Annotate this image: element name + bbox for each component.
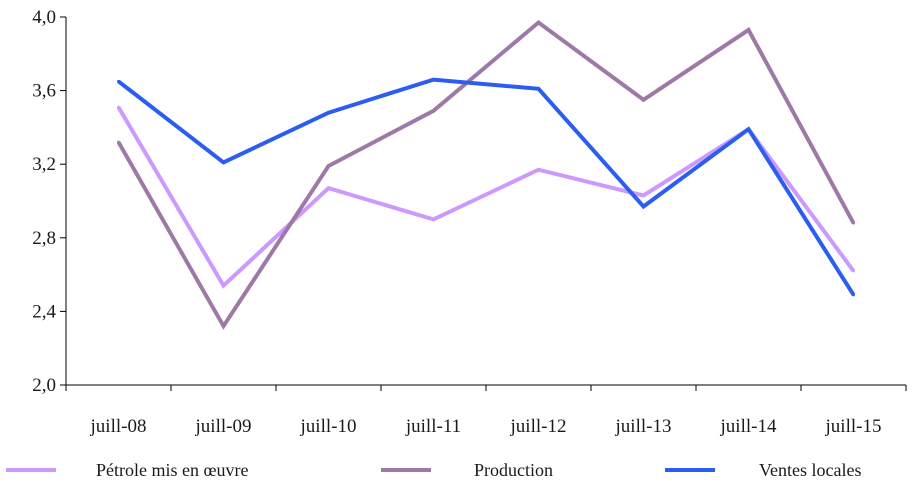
y-tick-label: 4,0 [32,7,56,28]
data-point-production [537,21,540,25]
data-point-production [642,98,645,102]
data-point-ventes-locales [852,293,855,297]
data-point-production [327,164,330,168]
data-point-ventes-locales [642,205,645,209]
data-point-petrole-mis-en-oeuvre [117,105,120,109]
series-lines [116,19,856,330]
y-tick-label: 2,8 [32,228,56,249]
x-tick-label: juill-15 [825,416,882,437]
data-point-production [117,140,120,144]
y-tick-label: 3,6 [32,81,56,102]
data-point-ventes-locales [222,160,225,164]
series-line-ventes-locales [117,77,856,296]
data-point-petrole-mis-en-oeuvre [537,168,540,172]
x-tick-label: juill-12 [510,416,567,437]
y-axis-tick-labels: 2,0 2,4 2,8 3,2 3,6 4,0 [32,7,56,396]
data-point-production [432,109,435,113]
y-tick-label: 2,0 [32,375,56,396]
legend-label-ventes-locales: Ventes locales [759,460,861,480]
data-point-production [747,28,750,32]
data-point-petrole-mis-en-oeuvre [222,284,225,288]
data-point-ventes-locales [432,78,435,82]
legend: Pétrole mis en œuvre Production Ventes loc… [6,460,861,480]
axes [60,16,907,391]
data-point-petrole-mis-en-oeuvre [852,269,855,273]
legend-label-petrole-mis-en-oeuvre: Pétrole mis en œuvre [96,460,248,480]
data-point-petrole-mis-en-oeuvre [432,217,435,221]
data-point-petrole-mis-en-oeuvre [642,193,645,197]
data-point-ventes-locales [117,79,120,83]
y-tick-label: 2,4 [32,301,56,322]
series-line-production [116,19,856,330]
legend-label-production: Production [474,460,553,480]
data-point-production [222,324,225,328]
data-point-ventes-locales [537,87,540,91]
x-tick-label: juill-08 [90,416,147,437]
data-point-ventes-locales [327,111,330,115]
data-point-production [852,221,855,225]
y-tick-label: 3,2 [32,154,56,175]
data-point-ventes-locales [747,127,750,131]
x-tick-label: juill-14 [720,416,777,437]
x-tick-label: juill-13 [615,416,672,437]
x-tick-label: juill-11 [405,416,461,437]
x-axis-tick-labels: juill-08 juill-09 juill-10 juill-11 juill-12… [90,416,882,437]
x-tick-label: juill-10 [300,416,357,437]
x-tick-label: juill-09 [195,416,252,437]
data-point-petrole-mis-en-oeuvre [327,186,330,190]
